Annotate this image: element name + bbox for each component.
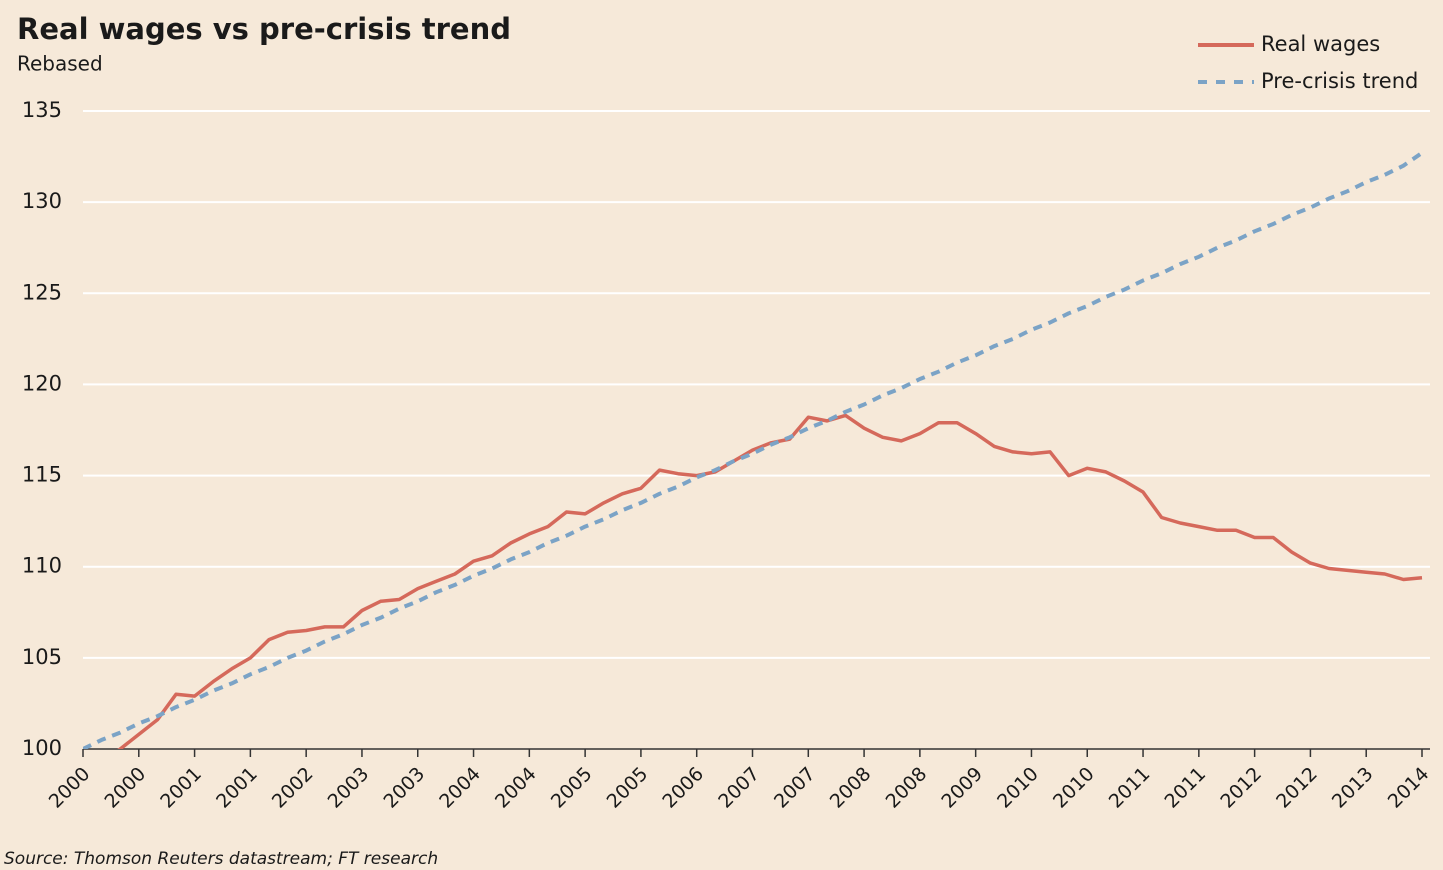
- x-tick-label: 2011: [1161, 763, 1211, 813]
- x-tick-label: 2014: [1384, 763, 1434, 813]
- x-tick-label: 2001: [212, 763, 262, 813]
- y-tick-label: 115: [22, 463, 62, 487]
- y-tick-label: 120: [22, 371, 62, 395]
- chart-subtitle: Rebased: [17, 52, 103, 76]
- x-tick-label: 2000: [45, 763, 95, 813]
- x-tick-label: 2008: [826, 763, 876, 813]
- y-tick-label: 105: [22, 645, 62, 669]
- x-tick-label: 2012: [1272, 763, 1322, 813]
- chart-title: Real wages vs pre-crisis trend: [17, 12, 511, 46]
- x-tick-label: 2007: [714, 763, 764, 813]
- series-line: [117, 413, 1423, 749]
- x-tick-label: 2007: [770, 763, 820, 813]
- x-tick-label: 2006: [658, 763, 708, 813]
- x-tick-label: 2003: [324, 763, 374, 813]
- legend-label: Pre-crisis trend: [1261, 69, 1418, 93]
- x-tick-label: 2011: [1105, 763, 1155, 813]
- y-tick-label: 130: [22, 189, 62, 213]
- x-tick-label: 2009: [937, 763, 987, 813]
- x-tick-label: 2008: [882, 763, 932, 813]
- legend-label: Real wages: [1261, 32, 1380, 56]
- x-tick-label: 2013: [1328, 763, 1378, 813]
- x-tick-label: 2012: [1216, 763, 1266, 813]
- x-tick-label: 2002: [268, 763, 318, 813]
- plot-area: [83, 151, 1424, 749]
- x-tick-label: 2001: [156, 763, 206, 813]
- y-tick-label: 100: [22, 736, 62, 760]
- y-tick-label: 125: [22, 280, 62, 304]
- series-line: [83, 151, 1424, 749]
- x-tick-label: 2004: [435, 763, 485, 813]
- y-tick-label: 135: [22, 98, 62, 122]
- source-note: Source: Thomson Reuters datastream; FT r…: [4, 849, 438, 869]
- x-tick-label: 2004: [491, 763, 541, 813]
- x-tick-label: 2010: [993, 763, 1043, 813]
- x-tick-label: 2005: [547, 763, 597, 813]
- x-tick-label: 2005: [603, 763, 653, 813]
- x-tick-label: 2010: [1049, 763, 1099, 813]
- x-tick-label: 2003: [379, 763, 429, 813]
- x-tick-label: 2000: [100, 763, 150, 813]
- y-tick-label: 110: [22, 554, 62, 578]
